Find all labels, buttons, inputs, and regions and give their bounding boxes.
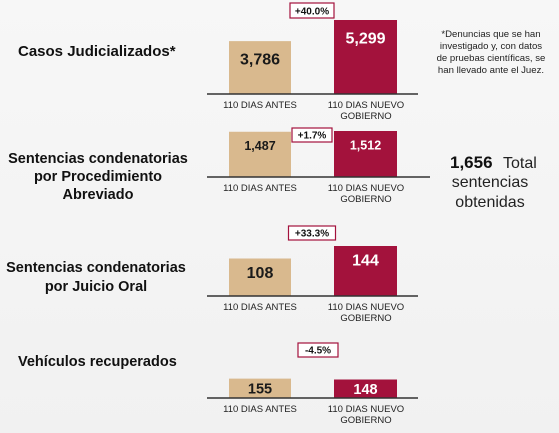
value-label-3-before: 108 [247, 265, 274, 282]
change-label-2: +1.7% [298, 131, 327, 142]
bar-1-after [334, 20, 397, 94]
row-title-2-line-3: Abreviado [63, 187, 134, 203]
bar-4-after [334, 379, 397, 398]
category-label-1-before-1: 110 DIAS ANTES [223, 100, 297, 111]
change-label-3: +33.3% [295, 229, 329, 240]
category-label-4-before-1: 110 DIAS ANTES [223, 404, 297, 415]
change-box-3 [287, 225, 337, 241]
category-label-2-before-1: 110 DIAS ANTES [223, 183, 297, 194]
change-label-4: -4.5% [305, 346, 331, 357]
change-box-1 [289, 2, 335, 19]
change-box-2 [291, 127, 333, 143]
category-label-3-after-1: 110 DIAS NUEVO [328, 302, 404, 313]
total-sentences-word-1: Total [503, 155, 537, 172]
row-title-1-line-1: Casos Judicializados* [18, 43, 176, 60]
bar-2-before [229, 131, 291, 177]
row-title-4-line-1: Vehículos recuperados [18, 354, 177, 370]
value-label-4-before: 155 [248, 381, 272, 397]
footnote-line-1: *Denuncias que se han [441, 29, 540, 40]
footnote-line-3: de pruebas científicas, se [437, 53, 546, 64]
category-label-4-after-1: 110 DIAS NUEVO [328, 404, 404, 415]
bar-3-before [229, 258, 291, 296]
bar-4-before [229, 378, 291, 398]
row-title-2-line-2: por Procedimiento [34, 169, 162, 185]
row-title-2-line-1: Sentencias condenatorias [8, 151, 188, 167]
category-label-2-after-2: GOBIERNO [340, 194, 391, 205]
bar-3-after [334, 246, 397, 296]
row-title-3-line-1: Sentencias condenatorias [6, 260, 186, 276]
category-label-1-after-2: GOBIERNO [340, 111, 391, 122]
footnote-line-4: han llevado ante el Juez. [438, 65, 544, 76]
category-label-4-after-2: GOBIERNO [340, 415, 391, 426]
category-label-3-before-1: 110 DIAS ANTES [223, 302, 297, 313]
category-label-3-after-2: GOBIERNO [340, 313, 391, 324]
bar-2-after [334, 131, 397, 177]
value-label-2-after: 1,512 [350, 138, 381, 152]
value-label-4-after: 148 [353, 382, 377, 398]
value-label-1-before: 3,786 [240, 52, 280, 69]
change-box-4 [297, 342, 339, 358]
footnote-line-2: investigado y, con datos [440, 41, 542, 52]
category-label-2-after-1: 110 DIAS NUEVO [328, 183, 404, 194]
change-label-1: +40.0% [295, 7, 329, 18]
value-label-1-after: 5,299 [345, 31, 385, 48]
bar-1-before [229, 41, 291, 94]
total-sentences-word-3: obtenidas [455, 194, 524, 211]
category-label-1-after-1: 110 DIAS NUEVO [328, 100, 404, 111]
row-title-3-line-2: por Juicio Oral [45, 279, 147, 295]
value-label-2-before: 1,487 [244, 139, 275, 153]
total-sentences-number: 1,656 [450, 153, 493, 172]
value-label-3-after: 144 [352, 253, 379, 270]
total-sentences-word-2: sentencias [452, 174, 529, 191]
